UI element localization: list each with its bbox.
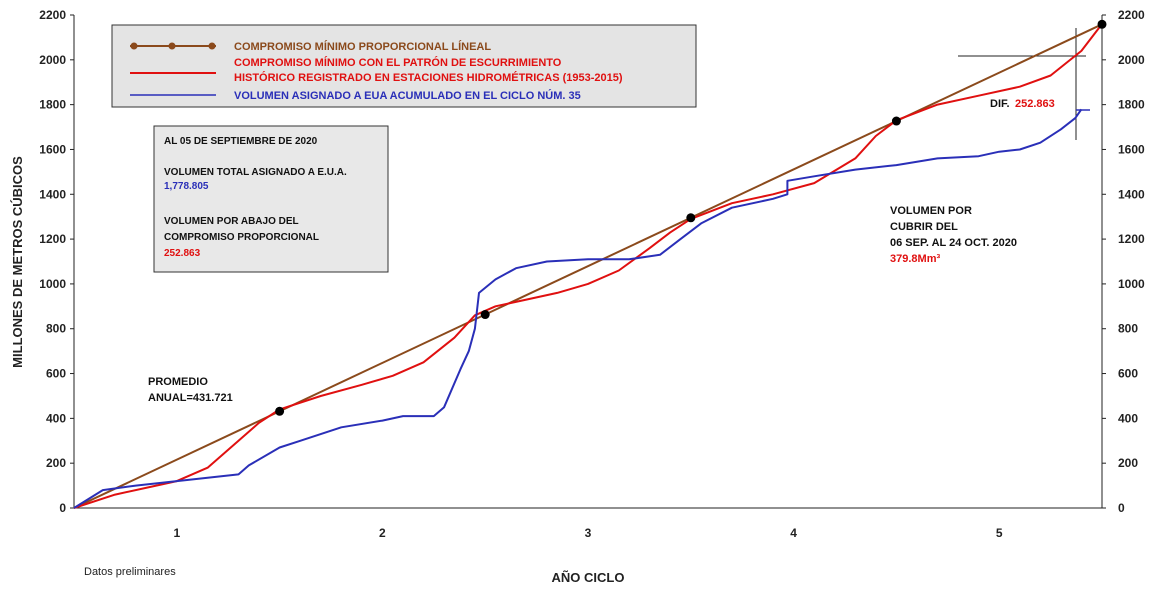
y-tick-label-left: 800 bbox=[46, 322, 66, 336]
x-tick-label: 5 bbox=[996, 526, 1003, 540]
y-tick-label-left: 400 bbox=[46, 411, 66, 425]
average-value: ANUAL=431.721 bbox=[148, 392, 233, 404]
remaining-line-2: CUBRIR DEL bbox=[890, 221, 958, 233]
linear-commitment-point bbox=[891, 116, 901, 126]
marker-layer bbox=[275, 19, 1107, 416]
average-label: PROMEDIO bbox=[148, 376, 208, 388]
legend-marker-1 bbox=[130, 42, 138, 50]
y-tick-label-left: 1800 bbox=[39, 98, 66, 112]
remaining-line-1: VOLUMEN POR bbox=[890, 205, 972, 217]
info-date: AL 05 DE SEPTIEMBRE DE 2020 bbox=[164, 136, 318, 147]
y-tick-label-right: 400 bbox=[1118, 411, 1138, 425]
legend-label-historic: HISTÓRICO REGISTRADO EN ESTACIONES HIDRO… bbox=[234, 71, 623, 84]
y-tick-label-right: 0 bbox=[1118, 501, 1125, 515]
y-tick-label-left: 1000 bbox=[39, 277, 66, 291]
y-tick-label-left: 2200 bbox=[39, 8, 66, 22]
info-box: AL 05 DE SEPTIEMBRE DE 2020 VOLUMEN TOTA… bbox=[153, 125, 389, 273]
x-ticks: 1 2 3 4 5 bbox=[173, 526, 1002, 540]
y-axis-title: MILLONES DE METROS CÚBICOS bbox=[10, 156, 25, 368]
y-tick-label-right: 200 bbox=[1118, 456, 1138, 470]
y-tick-label-left: 2000 bbox=[39, 53, 66, 67]
series-eua-accumulated bbox=[73, 108, 1083, 509]
y-tick-label-right: 1000 bbox=[1118, 277, 1145, 291]
y-tick-label-left: 0 bbox=[59, 501, 66, 515]
y-tick-label-left: 200 bbox=[46, 456, 66, 470]
y-tick-label-right: 2200 bbox=[1118, 8, 1145, 22]
series-historic-pattern bbox=[73, 23, 1103, 509]
legend-marker-3 bbox=[208, 42, 216, 50]
legend-label-linear: COMPROMISO MÍNIMO PROPORCIONAL LÍNEAL bbox=[234, 40, 491, 53]
axes bbox=[73, 15, 1103, 509]
linear-commitment-point bbox=[686, 213, 696, 223]
y-tick-label-right: 1400 bbox=[1118, 187, 1145, 201]
x-tick-label: 3 bbox=[585, 526, 592, 540]
linear-commitment-point bbox=[1097, 19, 1107, 29]
info-total-label: VOLUMEN TOTAL ASIGNADO A E.U.A. bbox=[164, 167, 347, 178]
y-ticks-right: 0 200 400 600 800 1000 1200 1400 1600 1800 2000 220… bbox=[1102, 8, 1145, 515]
dif-value: 252.863 bbox=[1015, 98, 1055, 110]
legend-label-pattern: COMPROMISO MÍNIMO CON EL PATRÓN DE ESCUR… bbox=[234, 56, 562, 69]
x-tick-label: 2 bbox=[379, 526, 386, 540]
y-tick-label-left: 600 bbox=[46, 367, 66, 381]
info-below-label-2: COMPROMISO PROPORCIONAL bbox=[164, 232, 319, 243]
dif-reference-lines bbox=[958, 28, 1090, 140]
y-tick-label-right: 1200 bbox=[1118, 232, 1145, 246]
footnote: Datos preliminares bbox=[84, 566, 176, 578]
legend-box bbox=[111, 24, 697, 108]
linear-commitment-point bbox=[480, 310, 490, 320]
remaining-line-3: 06 SEP. AL 24 OCT. 2020 bbox=[890, 237, 1017, 249]
info-total-value: 1,778.805 bbox=[164, 181, 209, 192]
y-tick-label-right: 2000 bbox=[1118, 53, 1145, 67]
x-tick-label: 4 bbox=[790, 526, 797, 540]
y-tick-label-left: 1600 bbox=[39, 142, 66, 156]
y-tick-label-right: 800 bbox=[1118, 322, 1138, 336]
y-ticks-left: 0 200 400 600 800 1000 1200 1400 1600 1800 2000 220… bbox=[39, 8, 74, 515]
dif-label: DIF. bbox=[990, 98, 1010, 110]
remaining-value: 379.8Mm³ bbox=[890, 253, 940, 265]
x-axis-title: AÑO CICLO bbox=[552, 570, 625, 585]
info-below-label-1: VOLUMEN POR ABAJO DEL bbox=[164, 216, 299, 227]
linear-commitment-point bbox=[275, 406, 285, 416]
info-below-value: 252.863 bbox=[164, 248, 201, 259]
info-box-frame bbox=[153, 125, 389, 273]
y-tick-label-left: 1200 bbox=[39, 232, 66, 246]
legend-label-eua: VOLUMEN ASIGNADO A EUA ACUMULADO EN EL C… bbox=[234, 89, 581, 102]
y-tick-label-right: 1800 bbox=[1118, 98, 1145, 112]
y-tick-label-right: 1600 bbox=[1118, 142, 1145, 156]
series-layer bbox=[73, 23, 1103, 509]
y-tick-label-left: 1400 bbox=[39, 187, 66, 201]
legend: COMPROMISO MÍNIMO PROPORCIONAL LÍNEAL CO… bbox=[111, 24, 697, 108]
legend-marker-2 bbox=[168, 42, 176, 50]
y-tick-label-right: 600 bbox=[1118, 367, 1138, 381]
x-tick-label: 1 bbox=[173, 526, 180, 540]
series-linear-commitment bbox=[73, 23, 1103, 509]
